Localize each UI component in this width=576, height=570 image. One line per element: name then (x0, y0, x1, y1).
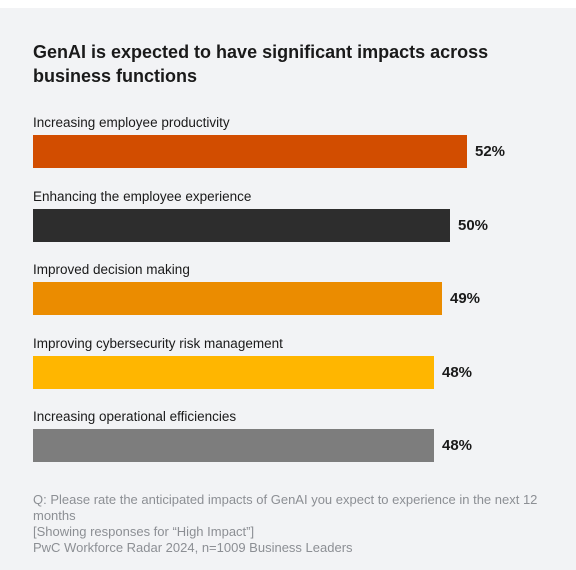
bar-row: Improved decision making 49% (33, 262, 553, 322)
footnote: Q: Please rate the anticipated impacts o… (33, 492, 543, 556)
bar-value-label: 48% (442, 437, 473, 454)
bar (33, 355, 434, 389)
bar-value-label: 48% (442, 363, 473, 381)
bar-label: Increasing operational efficiencies (33, 409, 237, 424)
bar (33, 208, 450, 242)
chart-card: GenAI is expected to have significant im… (0, 8, 576, 570)
bar-value-label: 50% (458, 216, 489, 234)
bar-row: Improving cybersecurity risk management 4… (33, 336, 553, 396)
bar-row: Increasing employee productivity 52% (33, 115, 553, 175)
bar (33, 135, 467, 168)
bar-row: Increasing operational efficiencies 48% (33, 409, 553, 469)
chart-title: GenAI is expected to have significant im… (33, 42, 489, 86)
footnote-note: [Showing responses for “High Impact”] (33, 524, 255, 539)
bar (33, 429, 434, 462)
bar (33, 282, 442, 315)
bar-label: Improved decision making (33, 262, 190, 277)
bar-value-label: 52% (475, 143, 506, 160)
bar-label: Improving cybersecurity risk management (33, 335, 283, 351)
bar-value-label: 49% (450, 290, 481, 307)
footnote-question: Q: Please rate the anticipated impacts o… (33, 492, 538, 523)
bar-label: Increasing employee productivity (33, 115, 230, 130)
bar-row: Enhancing the employee experience 50% (33, 189, 553, 249)
bar-label: Enhancing the employee experience (33, 188, 252, 204)
footnote-source: PwC Workforce Radar 2024, n=1009 Busines… (33, 540, 353, 555)
